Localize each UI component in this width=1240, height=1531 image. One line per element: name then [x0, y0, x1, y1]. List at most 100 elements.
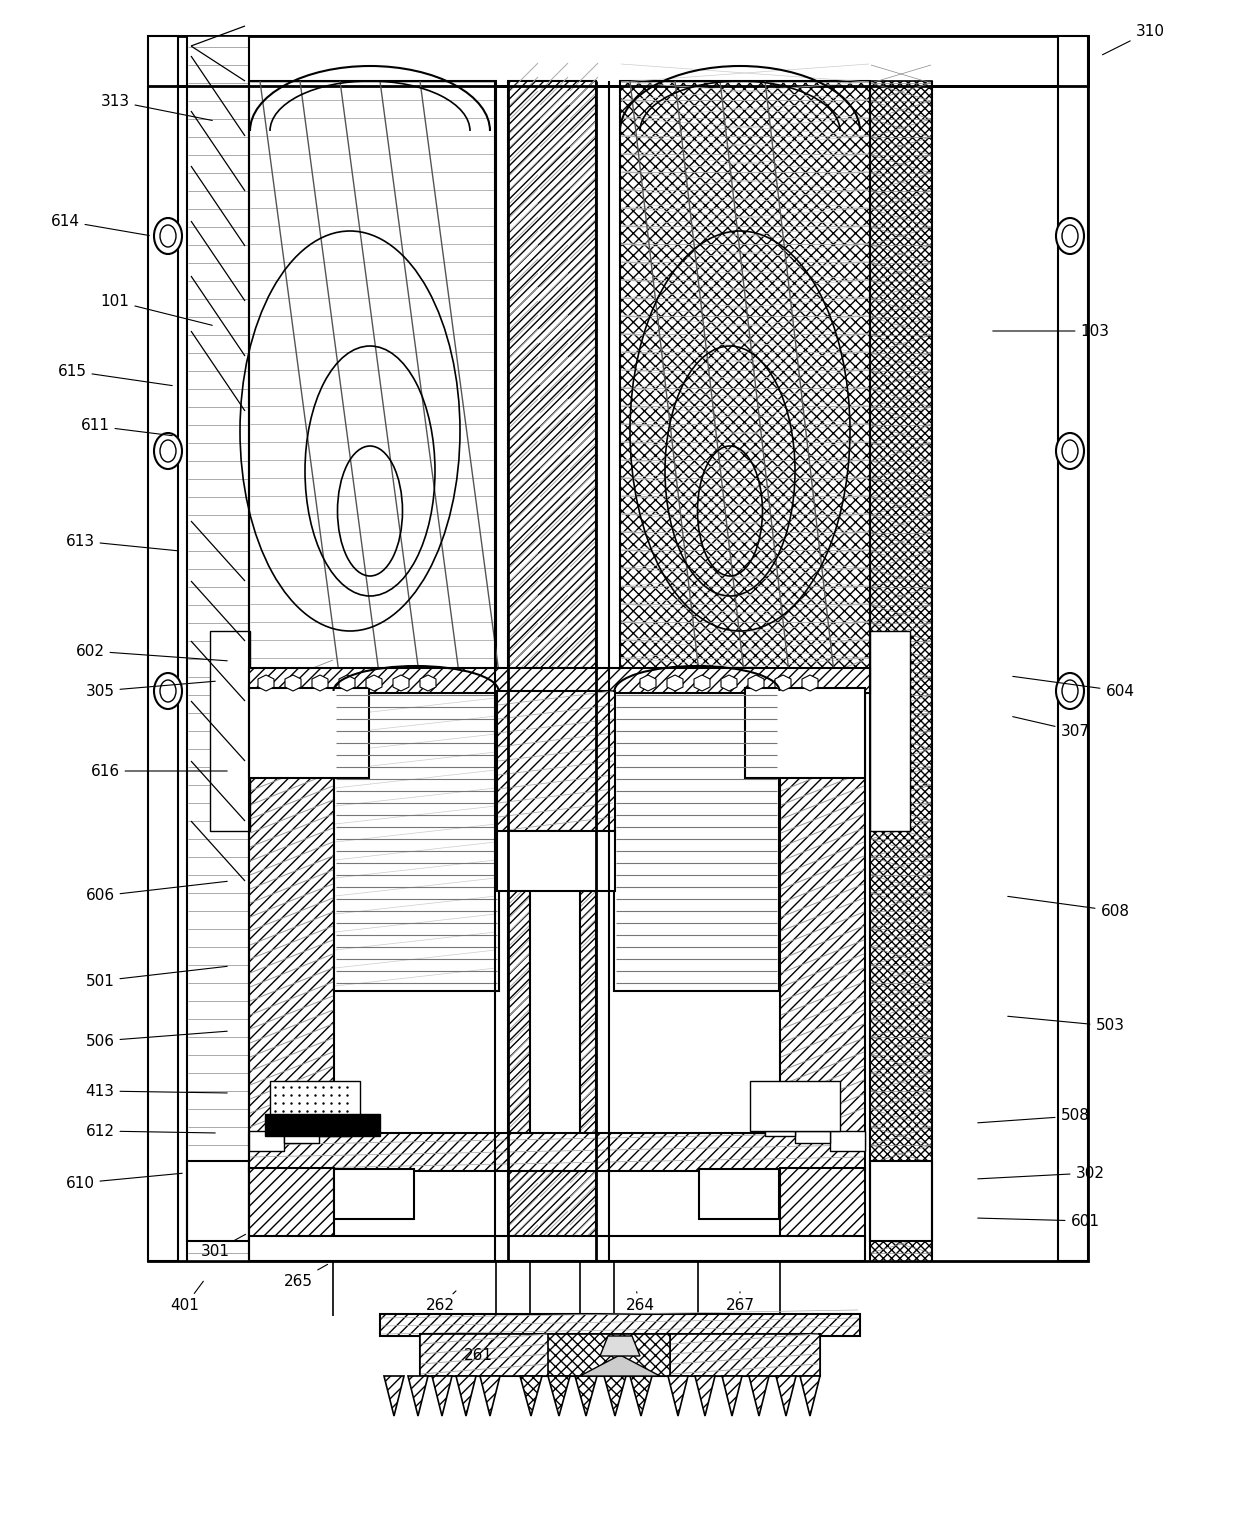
Polygon shape: [749, 1376, 769, 1416]
Polygon shape: [800, 1376, 820, 1416]
Text: 610: 610: [66, 1173, 182, 1191]
Polygon shape: [520, 1376, 542, 1416]
Text: 302: 302: [978, 1165, 1105, 1180]
Text: 267: 267: [725, 1292, 754, 1314]
Text: 401: 401: [171, 1281, 203, 1314]
Bar: [249, 1168, 334, 1242]
Text: 307: 307: [1013, 717, 1090, 738]
Polygon shape: [694, 1376, 715, 1416]
Bar: [780, 1168, 866, 1242]
Text: 611: 611: [81, 418, 172, 436]
Polygon shape: [366, 675, 382, 690]
Bar: [187, 37, 249, 1262]
Text: 615: 615: [57, 363, 172, 386]
Polygon shape: [667, 675, 683, 690]
Polygon shape: [802, 675, 818, 690]
Text: 265: 265: [284, 1265, 327, 1289]
Bar: [379, 1314, 861, 1337]
Bar: [249, 81, 496, 681]
Text: 616: 616: [91, 764, 227, 778]
Text: 501: 501: [86, 966, 227, 989]
Text: 305: 305: [86, 681, 216, 698]
Ellipse shape: [1056, 433, 1084, 468]
Bar: [265, 1115, 379, 1136]
Text: 508: 508: [978, 1108, 1090, 1124]
Bar: [870, 81, 932, 1262]
Text: 604: 604: [1013, 677, 1135, 698]
Bar: [497, 690, 615, 836]
Text: 602: 602: [76, 643, 227, 661]
Bar: [319, 1131, 348, 1136]
Bar: [548, 1334, 670, 1376]
Bar: [765, 1131, 795, 1136]
Polygon shape: [600, 1337, 640, 1356]
Bar: [148, 37, 179, 1262]
Ellipse shape: [154, 433, 182, 468]
Text: 612: 612: [86, 1124, 216, 1139]
Polygon shape: [640, 675, 656, 690]
Bar: [249, 687, 370, 778]
Polygon shape: [776, 1376, 796, 1416]
Ellipse shape: [1056, 217, 1084, 254]
Polygon shape: [722, 1376, 742, 1416]
Bar: [529, 831, 580, 1136]
Text: 101: 101: [100, 294, 212, 325]
Bar: [745, 687, 866, 778]
Bar: [614, 690, 779, 991]
Polygon shape: [668, 1376, 688, 1416]
Text: 608: 608: [1008, 896, 1130, 919]
Text: 261: 261: [464, 1340, 492, 1364]
Bar: [795, 1131, 830, 1144]
Polygon shape: [604, 1376, 626, 1416]
Ellipse shape: [1056, 674, 1084, 709]
Text: 313: 313: [100, 93, 212, 121]
Polygon shape: [480, 1376, 500, 1416]
Bar: [670, 1334, 820, 1376]
Text: 503: 503: [1008, 1017, 1125, 1033]
Polygon shape: [775, 675, 791, 690]
Bar: [780, 690, 866, 1147]
Polygon shape: [384, 1376, 404, 1416]
Text: 264: 264: [625, 1292, 655, 1314]
Bar: [249, 1236, 866, 1262]
Bar: [249, 1131, 284, 1151]
Bar: [148, 37, 1087, 1262]
Ellipse shape: [154, 217, 182, 254]
Bar: [508, 81, 596, 1262]
Polygon shape: [575, 1376, 596, 1416]
Polygon shape: [456, 1376, 476, 1416]
Polygon shape: [748, 675, 764, 690]
Bar: [334, 1170, 414, 1219]
Polygon shape: [285, 675, 301, 690]
Text: 506: 506: [86, 1032, 227, 1049]
Polygon shape: [258, 675, 274, 690]
Text: 614: 614: [51, 213, 149, 236]
Text: 413: 413: [86, 1084, 227, 1099]
Polygon shape: [408, 1376, 428, 1416]
Bar: [699, 1170, 779, 1219]
Bar: [249, 1133, 866, 1171]
Polygon shape: [420, 675, 436, 690]
Polygon shape: [720, 675, 737, 690]
Bar: [187, 1160, 249, 1242]
Polygon shape: [630, 1376, 652, 1416]
Bar: [830, 1131, 866, 1151]
Polygon shape: [312, 675, 329, 690]
Text: 301: 301: [201, 1234, 246, 1258]
Text: 262: 262: [425, 1291, 456, 1314]
Bar: [284, 1131, 319, 1144]
Bar: [148, 37, 1087, 86]
Text: 310: 310: [1102, 23, 1164, 55]
Bar: [750, 1081, 839, 1131]
Bar: [420, 1334, 820, 1376]
Text: 606: 606: [86, 882, 227, 903]
Polygon shape: [339, 675, 355, 690]
Bar: [870, 1160, 932, 1242]
Ellipse shape: [154, 674, 182, 709]
Bar: [210, 631, 250, 831]
Polygon shape: [432, 1376, 453, 1416]
Text: 601: 601: [978, 1214, 1100, 1228]
Polygon shape: [580, 1356, 660, 1376]
Text: 103: 103: [993, 323, 1110, 338]
Polygon shape: [694, 675, 711, 690]
